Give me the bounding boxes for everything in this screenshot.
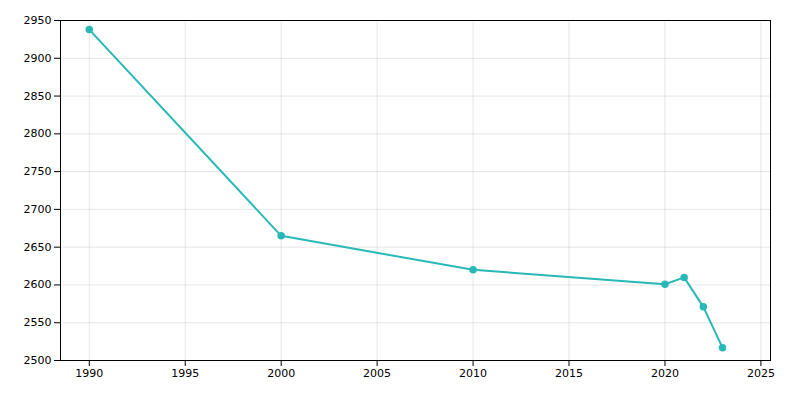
svg-text:2550: 2550	[24, 316, 52, 329]
svg-text:2600: 2600	[24, 278, 52, 291]
svg-text:2650: 2650	[24, 241, 52, 254]
svg-text:1990: 1990	[75, 367, 103, 380]
svg-text:2750: 2750	[24, 165, 52, 178]
svg-text:2800: 2800	[24, 127, 52, 140]
svg-text:2900: 2900	[24, 52, 52, 65]
svg-text:2000: 2000	[267, 367, 295, 380]
svg-text:2025: 2025	[747, 367, 775, 380]
svg-text:2015: 2015	[555, 367, 583, 380]
svg-text:1995: 1995	[171, 367, 199, 380]
svg-text:2005: 2005	[363, 367, 391, 380]
svg-text:2700: 2700	[24, 203, 52, 216]
svg-text:2850: 2850	[24, 90, 52, 103]
svg-text:2950: 2950	[24, 14, 52, 27]
svg-text:2010: 2010	[459, 367, 487, 380]
svg-text:2020: 2020	[651, 367, 679, 380]
svg-text:2500: 2500	[24, 354, 52, 367]
